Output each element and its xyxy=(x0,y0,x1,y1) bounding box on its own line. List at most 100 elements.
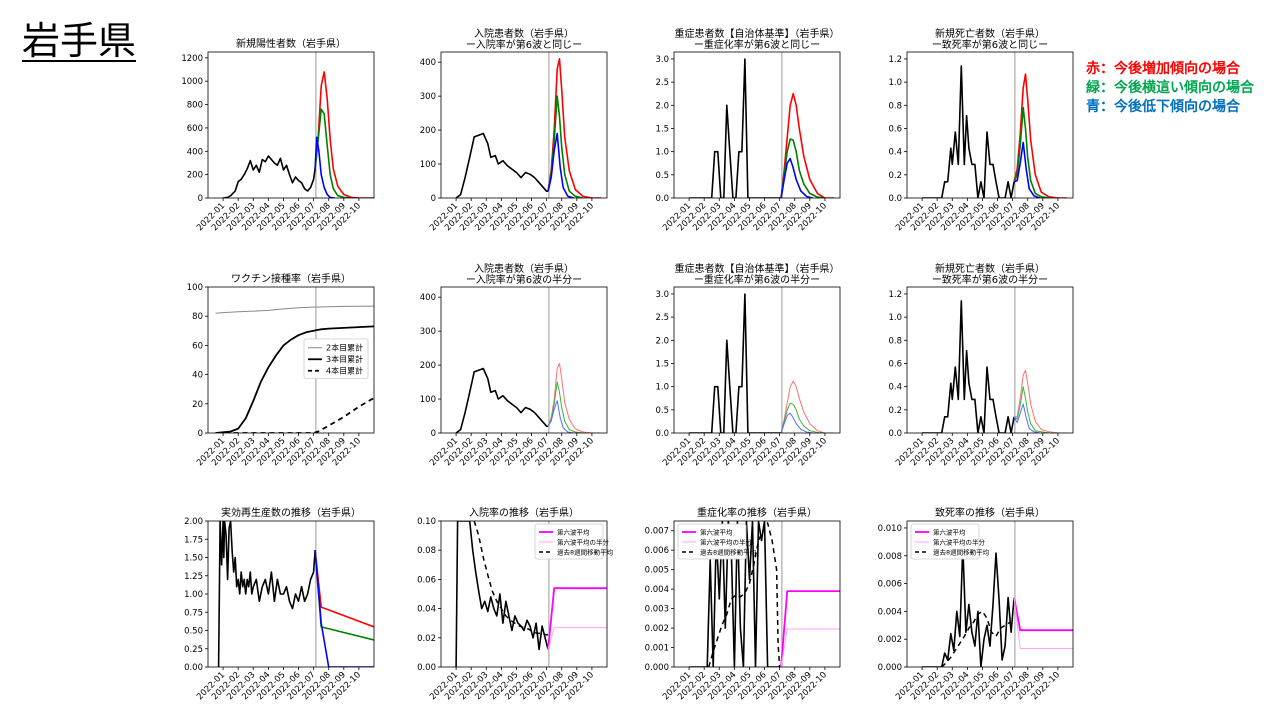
y-tick-label: 60 xyxy=(192,341,203,351)
y-tick-label: 0.75 xyxy=(184,608,203,618)
y-tick-label: 600 xyxy=(187,124,203,134)
y-tick-label: 0.004 xyxy=(878,607,902,617)
y-tick-label: 0.6 xyxy=(888,124,902,134)
series-decrease xyxy=(547,132,575,198)
series-decrease xyxy=(780,412,813,433)
y-tick-label: 0 xyxy=(431,429,436,439)
y-tick-label: 1.2 xyxy=(888,55,902,65)
y-tick-label: 2.5 xyxy=(655,78,669,88)
series-actual xyxy=(455,521,549,667)
y-tick-label: 1.75 xyxy=(184,535,203,545)
series-decrease xyxy=(314,550,374,667)
chart-death_rate: 致死率の推移（岩手県） 0.000 0.002 0.004 0.006 0.008 0.01… xyxy=(878,506,1074,702)
y-tick-label: 0.004 xyxy=(645,585,669,595)
y-tick-label: 80 xyxy=(192,312,203,322)
chart-rt: 実効再生産数の推移（岩手県） 0.00 0.25 0.50 0.75 1.00 1.25 1.… xyxy=(184,506,375,702)
y-tick-label: 3.0 xyxy=(655,55,669,65)
series-flat xyxy=(314,550,374,641)
note-flat: 緑：今後横這い傾向の場合 xyxy=(1086,80,1254,96)
series-increase xyxy=(1013,73,1067,198)
y-tick-label: 1.5 xyxy=(655,359,669,369)
chart-subtitle: ー重症化率が第6波の半分ー xyxy=(694,273,820,286)
legend-label: 2本目累計 xyxy=(326,343,363,353)
series-decrease xyxy=(1013,141,1041,198)
y-tick-label: 2.00 xyxy=(184,517,203,527)
chart-title: 重症化率の推移（岩手県） xyxy=(697,506,817,519)
y-tick-label: 1.0 xyxy=(888,78,902,88)
series-actual xyxy=(222,155,316,198)
series-flat xyxy=(547,381,583,433)
y-tick-label: 0.010 xyxy=(878,524,902,534)
y-tick-label: 0.002 xyxy=(878,635,902,645)
chart-subtitle: ー入院率が第6波の半分ー xyxy=(466,273,582,286)
series-decrease xyxy=(547,400,574,433)
y-tick-label: 1.0 xyxy=(655,148,669,158)
series-actual xyxy=(689,58,782,198)
plot-frame xyxy=(207,286,375,434)
chart-cases: 新規陽性者数（岩手県）0200400600800100012002022-012… xyxy=(181,37,375,233)
y-tick-label: 0.02 xyxy=(417,634,436,644)
series-decrease xyxy=(1013,403,1040,433)
y-tick-label: 0.06 xyxy=(417,575,436,585)
series-wave6-half xyxy=(780,628,840,667)
legend-label: 第六波平均の半分 xyxy=(557,537,610,546)
y-tick-label: 0.001 xyxy=(645,644,669,654)
legend-label: 第六波平均の半分 xyxy=(700,537,753,546)
y-tick-label: 100 xyxy=(420,395,436,405)
series-decrease xyxy=(314,136,335,198)
y-tick-label: 800 xyxy=(187,101,203,111)
series-dose3 xyxy=(215,325,374,433)
chart-subtitle: ー致死率が第6波と同じー xyxy=(932,38,1048,51)
plot-frame xyxy=(673,520,841,668)
series-increase xyxy=(780,92,834,198)
y-tick-label: 0.000 xyxy=(645,663,669,673)
plot-frame xyxy=(906,520,1074,668)
series-actual xyxy=(217,521,316,667)
legend-label: 過去8週間移動平均 xyxy=(557,547,614,556)
y-tick-label: 2.0 xyxy=(655,336,669,346)
chart-title: 重症患者数【自治体基準】（岩手県） xyxy=(675,262,840,275)
y-tick-label: 3.0 xyxy=(655,290,669,300)
chart-title: 入院患者数（岩手県） xyxy=(474,262,574,275)
y-tick-label: 0.4 xyxy=(888,383,902,393)
chart-severe_half: 重症患者数【自治体基準】（岩手県）ー重症化率が第6波の半分ー 0.0 0.5 1.0 1… xyxy=(655,262,841,468)
plot-frame xyxy=(207,520,375,668)
y-tick-label: 0.10 xyxy=(417,517,436,527)
y-tick-label: 20 xyxy=(192,400,203,410)
y-tick-label: 0.25 xyxy=(184,645,203,655)
y-tick-label: 1.00 xyxy=(184,590,203,600)
note-increase: 赤：今後増加傾向の場合 xyxy=(1086,61,1240,77)
chart-subtitle: ー致死率が第6波の半分ー xyxy=(932,273,1048,286)
chart-title: 実効再生産数の推移（岩手県） xyxy=(221,506,361,519)
y-tick-label: 0.6 xyxy=(888,359,902,369)
series-increase xyxy=(547,57,601,198)
y-tick-label: 0 xyxy=(198,194,203,204)
series-moving-average xyxy=(941,610,1015,667)
plot-frame xyxy=(207,51,375,199)
series-actual xyxy=(922,300,1015,433)
series-actual xyxy=(922,65,1015,198)
series-flat xyxy=(1013,386,1049,433)
legend-label: 第六波平均の半分 xyxy=(933,537,986,546)
note-decrease: 青：今後低下傾向の場合 xyxy=(1086,99,1240,115)
legend-label: 過去8週間移動平均 xyxy=(933,547,990,556)
plot-frame xyxy=(906,51,1074,199)
y-tick-label: 1.5 xyxy=(655,124,669,134)
y-tick-label: 1.0 xyxy=(655,383,669,393)
y-tick-label: 200 xyxy=(187,171,203,181)
plot-frame xyxy=(440,51,608,199)
series-flat xyxy=(314,108,352,198)
chart-title: 新規陽性者数（岩手県） xyxy=(236,37,346,50)
series-wave6-mean xyxy=(1013,597,1073,632)
y-tick-label: 0.8 xyxy=(888,101,902,111)
y-tick-label: 1.0 xyxy=(888,313,902,323)
chart-severe_same: 重症患者数【自治体基準】（岩手県）ー重症化率が第6波と同じー 0.0 0.5 1.0 1… xyxy=(655,27,841,233)
chart-hosp_half: 入院患者数（岩手県）ー入院率が第6波の半分ー01002003004002022-… xyxy=(420,262,608,468)
y-tick-label: 0.00 xyxy=(417,663,436,673)
y-tick-label: 0.5 xyxy=(655,406,669,416)
series-moving-average xyxy=(707,522,781,667)
y-tick-label: 0 xyxy=(198,429,203,439)
y-tick-label: 200 xyxy=(420,361,436,371)
